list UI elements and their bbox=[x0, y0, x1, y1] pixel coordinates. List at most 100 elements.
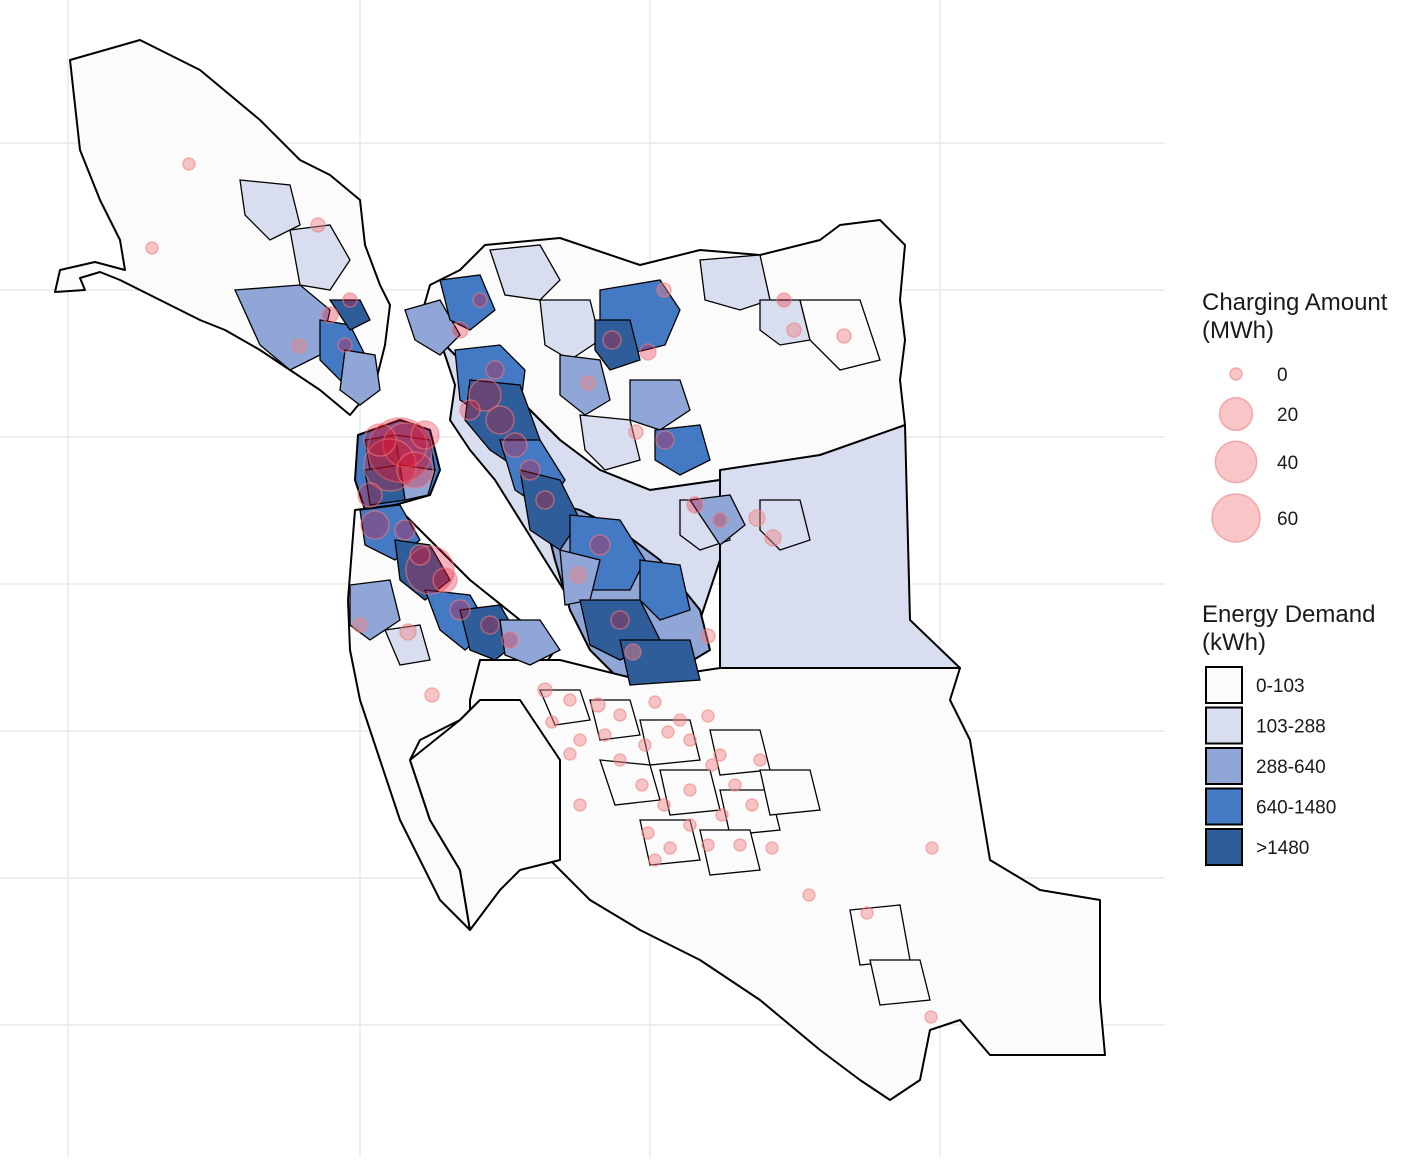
region-santa-clara bbox=[469, 659, 1106, 1101]
charging-bubble bbox=[590, 697, 606, 713]
charging-bubble bbox=[519, 459, 541, 481]
charging-bubble bbox=[310, 217, 326, 233]
charging-bubble bbox=[764, 529, 782, 547]
demand-legend-label: 288-640 bbox=[1256, 757, 1326, 778]
tract bbox=[439, 274, 496, 331]
charging-bubble bbox=[182, 157, 196, 171]
tract bbox=[489, 244, 561, 301]
charging-bubble bbox=[745, 798, 759, 812]
charging-bubble bbox=[360, 510, 390, 540]
charging-bubble bbox=[573, 733, 587, 747]
charging-bubble bbox=[701, 709, 715, 723]
charging-bubble bbox=[776, 292, 792, 308]
tract bbox=[328, 299, 371, 331]
tract bbox=[759, 769, 821, 816]
charging-bubble bbox=[424, 687, 440, 703]
charging-bubble bbox=[713, 748, 727, 762]
charging-legend-bubble bbox=[1218, 396, 1254, 432]
charging-bubble bbox=[728, 778, 742, 792]
tract bbox=[539, 299, 601, 361]
demand-legend-swatch bbox=[1205, 787, 1243, 826]
charging-bubble bbox=[405, 545, 455, 595]
charging-bubble bbox=[673, 713, 687, 727]
charging-bubble bbox=[485, 360, 505, 380]
charging-bubble bbox=[291, 338, 307, 354]
tract bbox=[289, 224, 351, 291]
charging-bubble bbox=[635, 778, 649, 792]
charging-legend-label: 40 bbox=[1277, 453, 1298, 474]
charging-bubble bbox=[352, 617, 368, 633]
charging-legend-title: Charging Amount bbox=[1202, 289, 1388, 316]
charging-bubble bbox=[598, 728, 612, 742]
demand-legend-swatch bbox=[1205, 706, 1243, 745]
tract bbox=[869, 959, 931, 1006]
charging-bubble bbox=[472, 292, 488, 308]
charging-bubble bbox=[683, 783, 697, 797]
charging-bubble bbox=[924, 1010, 938, 1024]
charging-bubble bbox=[502, 432, 528, 458]
charging-bubble bbox=[545, 715, 559, 729]
charging-bubble bbox=[656, 282, 672, 298]
tract bbox=[699, 254, 771, 311]
tract bbox=[404, 299, 461, 356]
charging-bubble bbox=[563, 747, 577, 761]
charging-legend-label: 0 bbox=[1277, 365, 1288, 386]
region-contra-costa-east bbox=[719, 424, 961, 669]
tract bbox=[559, 354, 611, 416]
tract bbox=[849, 904, 911, 966]
tract bbox=[629, 379, 691, 431]
demand-legend-label: 0-103 bbox=[1256, 676, 1305, 697]
charging-legend-bubble bbox=[1229, 367, 1243, 381]
tract bbox=[654, 424, 711, 476]
demand-legend-swatch bbox=[1205, 747, 1243, 785]
charging-bubble bbox=[363, 438, 417, 492]
charging-bubble bbox=[705, 758, 719, 772]
charging-legend-label: 60 bbox=[1277, 509, 1298, 530]
demand-legend-unit: (kWh) bbox=[1202, 629, 1266, 656]
charging-bubble bbox=[624, 643, 642, 661]
charging-bubble bbox=[836, 328, 852, 344]
charging-legend-label: 20 bbox=[1277, 405, 1298, 426]
charging-bubble bbox=[753, 753, 767, 767]
charging-bubble bbox=[357, 482, 383, 508]
charging-bubble bbox=[655, 430, 675, 450]
charging-bubble bbox=[382, 422, 428, 468]
charging-bubble bbox=[613, 708, 627, 722]
tract bbox=[759, 299, 811, 346]
tract bbox=[339, 349, 381, 406]
charging-bubble bbox=[641, 826, 655, 840]
charging-bubble bbox=[648, 695, 662, 709]
charging-bubble bbox=[409, 544, 431, 566]
charging-bubble bbox=[765, 841, 779, 855]
tract bbox=[719, 789, 781, 836]
charging-bubble bbox=[661, 725, 675, 739]
charging-bubble bbox=[802, 888, 816, 902]
charging-bubble bbox=[683, 818, 697, 832]
tract bbox=[384, 624, 431, 666]
charging-bubble bbox=[602, 330, 622, 350]
charging-bubble bbox=[701, 838, 715, 852]
tract bbox=[799, 299, 881, 371]
tract bbox=[639, 559, 691, 621]
tract bbox=[399, 464, 436, 501]
charging-bubble bbox=[639, 343, 657, 361]
charging-bubble bbox=[733, 838, 747, 852]
charging-bubble bbox=[480, 615, 500, 635]
charging-bubble bbox=[683, 733, 697, 747]
charging-legend-unit: (MWh) bbox=[1202, 317, 1274, 344]
demand-legend-items: 0-103 103-288 288-640 640-1480 >1480 bbox=[1205, 666, 1336, 866]
charging-bubble bbox=[715, 808, 729, 822]
charging-bubble bbox=[337, 337, 353, 353]
charging-bubble bbox=[748, 509, 766, 527]
tract bbox=[688, 494, 746, 546]
tract bbox=[619, 639, 701, 686]
charging-bubble bbox=[700, 628, 716, 644]
charging-legend-bubble bbox=[1214, 440, 1258, 484]
charging-bubble bbox=[535, 490, 555, 510]
charging-bubble bbox=[589, 534, 611, 556]
demand-legend-label: 640-1480 bbox=[1256, 798, 1336, 819]
charging-bubble bbox=[657, 798, 671, 812]
charging-legend-items: 0 20 40 60 bbox=[1211, 365, 1298, 543]
charging-bubble bbox=[501, 631, 519, 649]
charging-bubble bbox=[145, 241, 159, 255]
